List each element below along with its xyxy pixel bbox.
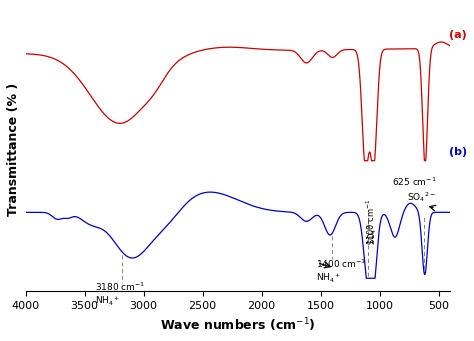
Text: 3180 cm$^{-1}$
NH$_4$$^+$: 3180 cm$^{-1}$ NH$_4$$^+$ xyxy=(94,281,145,308)
Text: 1400 cm$^{-1}$
NH$_4$$^+$: 1400 cm$^{-1}$ NH$_4$$^+$ xyxy=(317,257,367,285)
Text: 625 cm$^{-1}$
SO$_4$$^{2-}$: 625 cm$^{-1}$ SO$_4$$^{2-}$ xyxy=(392,176,436,204)
Y-axis label: Transmittance (% ): Transmittance (% ) xyxy=(7,83,20,216)
Text: (b): (b) xyxy=(449,147,467,157)
Text: SO$_4$$^{2-}$: SO$_4$$^{2-}$ xyxy=(365,218,379,244)
Text: (a): (a) xyxy=(449,30,466,40)
X-axis label: Wave numbers (cm$^{-1}$): Wave numbers (cm$^{-1}$) xyxy=(160,316,316,334)
Text: 1100 cm$^{-1}$: 1100 cm$^{-1}$ xyxy=(365,198,377,244)
